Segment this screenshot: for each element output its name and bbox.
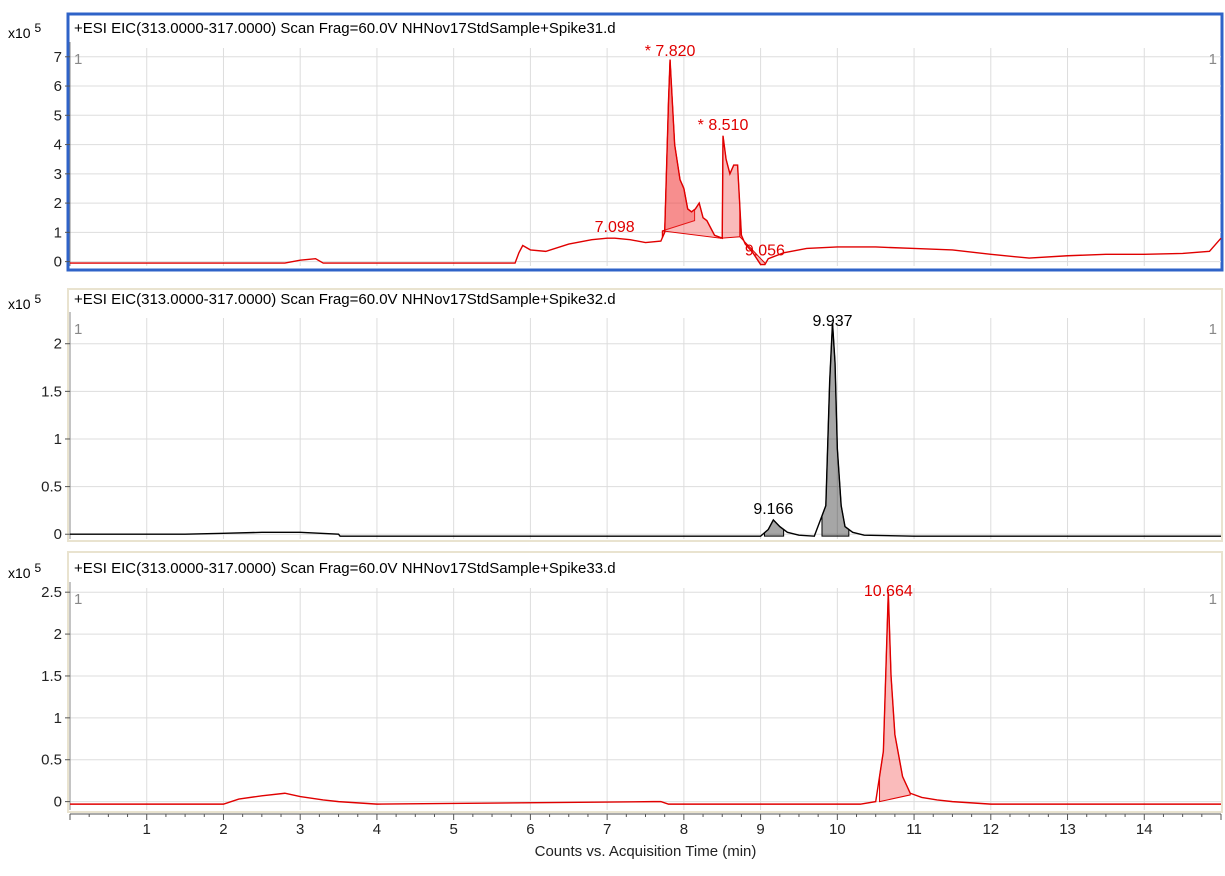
x-tick-label: 7 xyxy=(603,821,611,838)
peak-label: 7.098 xyxy=(595,219,635,236)
peak-label: 10.664 xyxy=(864,583,913,600)
y-scale-label: x10 5 xyxy=(8,292,41,312)
x-tick-label: 11 xyxy=(906,821,922,838)
peak-label: 9.166 xyxy=(753,501,793,518)
y-scale-label: x10 5 xyxy=(8,21,41,41)
y-tick-label: 1.5 xyxy=(41,383,62,400)
x-tick-label: 13 xyxy=(1059,821,1076,838)
left-cursor-label: 1 xyxy=(74,51,82,68)
y-tick-label: 4 xyxy=(54,137,62,154)
y-tick-label: 1.5 xyxy=(41,668,62,685)
x-tick-label: 12 xyxy=(982,821,999,838)
chart-panel-1[interactable]: 0 1 2 3 4 5 6 7 x10 5 +ESI EIC(313.0000-317.0000)… xyxy=(8,12,1224,272)
series-line xyxy=(70,322,1221,537)
y-tick-label: 2 xyxy=(54,336,62,353)
y-tick-label: 7 xyxy=(54,49,62,66)
panel-frame xyxy=(67,551,1223,813)
series-line xyxy=(70,592,1221,805)
y-tick-label: 2.5 xyxy=(41,584,62,601)
y-tick-label: 0.5 xyxy=(41,752,62,769)
panel-title: +ESI EIC(313.0000-317.0000) Scan Frag=60… xyxy=(74,291,616,308)
right-cursor-label: 1 xyxy=(1209,51,1217,68)
left-cursor-label: 1 xyxy=(74,321,82,338)
x-axis-title: Counts vs. Acquisition Time (min) xyxy=(535,843,757,860)
left-cursor-label: 1 xyxy=(74,591,82,608)
y-tick-label: 1 xyxy=(54,224,62,241)
right-cursor-label: 1 xyxy=(1209,321,1217,338)
x-tick-label: 2 xyxy=(219,821,227,838)
panel-title: +ESI EIC(313.0000-317.0000) Scan Frag=60… xyxy=(74,560,616,577)
peak-label: 9.937 xyxy=(812,313,852,330)
y-tick-label: 2 xyxy=(54,195,62,212)
y-tick-label: 0 xyxy=(54,254,62,271)
peak-area xyxy=(879,592,911,803)
peak-label: 9.056 xyxy=(745,243,785,260)
x-tick-label: 5 xyxy=(449,821,457,838)
peak-label: * 7.820 xyxy=(645,43,696,60)
y-tick-label: 1 xyxy=(54,431,62,448)
x-tick-label: 4 xyxy=(373,821,381,838)
y-tick-label: 6 xyxy=(54,78,62,95)
series-line xyxy=(70,59,1222,266)
x-tick-label: 10 xyxy=(829,821,846,838)
peak-label: * 8.510 xyxy=(698,117,749,134)
x-tick-label: 6 xyxy=(526,821,534,838)
x-tick-label: 1 xyxy=(143,821,151,838)
x-tick-label: 9 xyxy=(756,821,764,838)
panel-frame xyxy=(67,288,1223,542)
y-tick-label: 3 xyxy=(54,166,62,183)
y-tick-label: 0 xyxy=(54,526,62,543)
x-tick-label: 14 xyxy=(1136,821,1153,838)
chart-panel-2[interactable]: 0 0.5 1 1.5 2 x10 5 +ESI EIC(313.0000-317.0000… xyxy=(8,288,1223,543)
x-tick-label: 8 xyxy=(680,821,688,838)
panel-title: +ESI EIC(313.0000-317.0000) Scan Frag=60… xyxy=(74,20,616,37)
panel-frame xyxy=(66,12,1224,272)
y-tick-label: 5 xyxy=(54,107,62,124)
y-tick-label: 2 xyxy=(54,626,62,643)
y-tick-label: 0.5 xyxy=(41,479,62,496)
y-scale-label: x10 5 xyxy=(8,561,41,581)
y-tick-label: 0 xyxy=(54,794,62,811)
y-tick-label: 1 xyxy=(54,710,62,727)
x-tick-label: 3 xyxy=(296,821,304,838)
right-cursor-label: 1 xyxy=(1209,591,1217,608)
